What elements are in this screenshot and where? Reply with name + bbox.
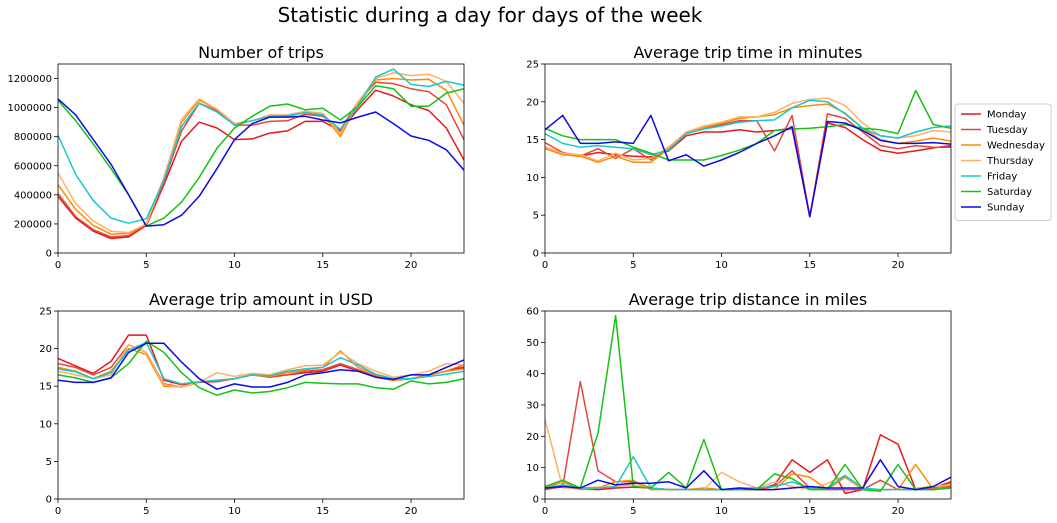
legend-item-wednesday: Wednesday xyxy=(961,141,1045,152)
panel-title: Number of trips xyxy=(198,43,324,62)
panel-title: Average trip distance in miles xyxy=(629,290,868,309)
series-line-saturday xyxy=(545,314,951,492)
x-tick-label: 10 xyxy=(715,506,728,517)
x-tick-label: 10 xyxy=(715,260,728,271)
legend-label: Monday xyxy=(987,110,1027,121)
x-tick-label: 5 xyxy=(630,260,636,271)
y-tick-label: 200000 xyxy=(14,219,52,230)
axes-frame xyxy=(57,63,465,254)
legend-label: Sunday xyxy=(987,203,1024,214)
y-tick-label: 400000 xyxy=(14,190,52,201)
y-tick-label: 5 xyxy=(46,457,52,468)
x-tick-label: 20 xyxy=(892,506,905,517)
y-tick-label: 0 xyxy=(533,495,539,506)
chart-panel-4: Average trip distance in miles 0 5 10 15 20 0 1… xyxy=(526,290,952,517)
y-tick-label: 20 xyxy=(526,432,539,443)
series-line-friday xyxy=(545,99,951,156)
y-tick-label: 60 xyxy=(526,307,539,318)
legend-item-saturday: Saturday xyxy=(961,187,1032,198)
x-tick-label: 0 xyxy=(55,260,61,271)
y-tick-label: 0 xyxy=(533,249,539,260)
x-tick-label: 0 xyxy=(542,260,548,271)
x-tick-label: 15 xyxy=(803,260,816,271)
series-line-thursday xyxy=(58,71,464,234)
x-tick-label: 20 xyxy=(405,260,418,271)
y-tick-label: 10 xyxy=(526,463,539,474)
y-tick-label: 15 xyxy=(39,382,52,393)
chart-panel-3: Average trip amount in USD 0 5 10 15 20 0 5 10 15… xyxy=(39,290,465,517)
x-tick-label: 15 xyxy=(803,506,816,517)
series-line-saturday xyxy=(58,340,464,396)
chart-panel-2: Average trip time in minutes 0 5 10 15 20 0 5 10… xyxy=(526,43,952,271)
chart-panel-1: Number of trips 0 5 10 15 20 0 200000 400000 6000… xyxy=(7,43,465,271)
y-tick-label: 1200000 xyxy=(7,74,52,85)
x-tick-label: 0 xyxy=(542,506,548,517)
series-line-sunday xyxy=(58,342,464,390)
x-tick-label: 15 xyxy=(316,506,329,517)
x-tick-label: 5 xyxy=(143,506,149,517)
series-group xyxy=(545,89,951,218)
series-line-sunday xyxy=(545,459,951,491)
legend-item-tuesday: Tuesday xyxy=(961,125,1028,136)
y-tick-label: 15 xyxy=(526,135,539,146)
panel-title: Average trip amount in USD xyxy=(149,290,373,309)
legend-item-monday: Monday xyxy=(961,110,1027,121)
legend-label: Friday xyxy=(987,172,1017,183)
y-tick-label: 30 xyxy=(526,401,539,412)
y-tick-label: 50 xyxy=(526,338,539,349)
series-line-monday xyxy=(58,89,464,240)
x-tick-label: 15 xyxy=(316,260,329,271)
series-line-wednesday xyxy=(58,347,464,388)
series-line-tuesday xyxy=(545,113,951,218)
x-tick-label: 0 xyxy=(55,506,61,517)
legend-label: Saturday xyxy=(987,187,1032,198)
figure-title: Statistic during a day for days of the w… xyxy=(278,3,703,27)
y-tick-label: 0 xyxy=(46,249,52,260)
legend-label: Tuesday xyxy=(986,125,1028,136)
y-tick-label: 600000 xyxy=(14,161,52,172)
series-line-tuesday xyxy=(58,81,464,238)
series-group xyxy=(545,314,951,495)
x-tick-label: 5 xyxy=(630,506,636,517)
axes-frame xyxy=(544,310,952,500)
legend-label: Wednesday xyxy=(987,141,1045,152)
legend: Monday Tuesday Wednesday Thursday Friday Satu… xyxy=(954,103,1052,221)
legend-label: Thursday xyxy=(986,156,1034,167)
axes-frame xyxy=(57,310,465,500)
x-tick-label: 20 xyxy=(892,260,905,271)
x-tick-label: 10 xyxy=(228,506,241,517)
series-line-saturday xyxy=(58,85,464,227)
series-line-sunday xyxy=(545,114,951,218)
y-tick-label: 10 xyxy=(39,419,52,430)
series-line-friday xyxy=(58,68,464,224)
x-tick-label: 10 xyxy=(228,260,241,271)
y-tick-label: 25 xyxy=(526,60,539,71)
y-tick-label: 20 xyxy=(526,97,539,108)
series-line-thursday xyxy=(545,418,951,491)
series-line-thursday xyxy=(58,344,464,388)
y-tick-label: 40 xyxy=(526,369,539,380)
series-line-wednesday xyxy=(58,77,464,235)
panel-title: Average trip time in minutes xyxy=(634,43,863,62)
series-group xyxy=(58,334,464,396)
y-tick-label: 5 xyxy=(533,211,539,222)
x-tick-label: 20 xyxy=(405,506,418,517)
y-tick-label: 10 xyxy=(526,173,539,184)
series-line-saturday xyxy=(545,89,951,161)
series-line-sunday xyxy=(58,98,464,227)
y-tick-label: 1000000 xyxy=(7,103,52,114)
x-tick-label: 5 xyxy=(143,260,149,271)
legend-item-sunday: Sunday xyxy=(961,203,1024,214)
y-tick-label: 25 xyxy=(39,307,52,318)
y-tick-label: 0 xyxy=(46,495,52,506)
series-line-friday xyxy=(545,455,951,491)
legend-item-friday: Friday xyxy=(961,172,1017,183)
y-tick-label: 800000 xyxy=(14,132,52,143)
legend-item-thursday: Thursday xyxy=(961,156,1034,167)
axes-frame xyxy=(544,63,952,254)
series-group xyxy=(58,68,464,240)
y-tick-label: 20 xyxy=(39,344,52,355)
